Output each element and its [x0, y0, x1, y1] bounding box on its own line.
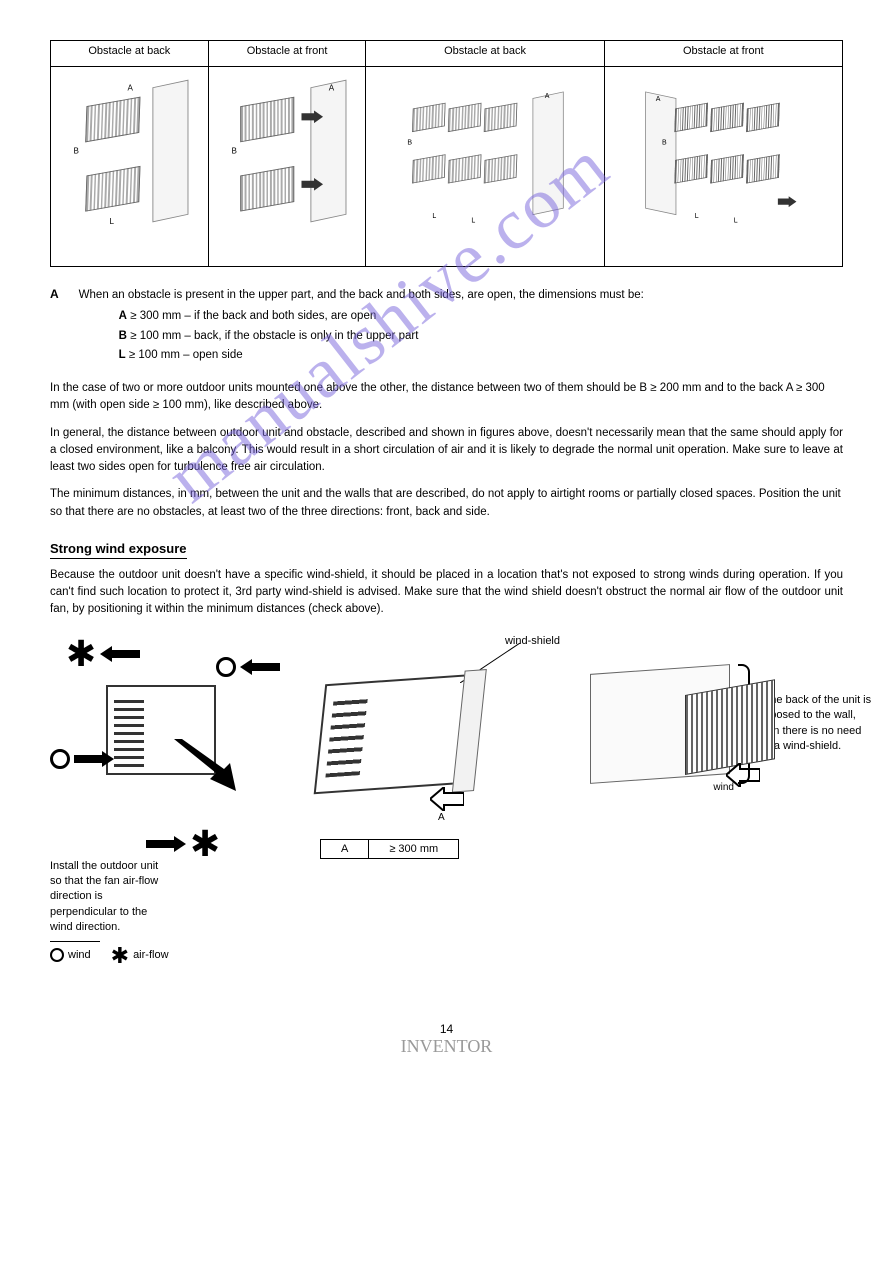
dim-label: L [110, 217, 115, 226]
dim-val: ≥ 100 mm – open side [129, 349, 243, 361]
body-text: In general, the distance between outdoor… [50, 425, 843, 477]
legend-label: wind [68, 949, 91, 961]
arrow-icon [301, 178, 323, 191]
body-text: When an obstacle is present in the upper… [79, 287, 843, 304]
arrow-icon [100, 646, 140, 662]
dim-label: B [662, 138, 667, 146]
wall-diagram: wind If the back of the unit is opposed … [590, 639, 878, 809]
wind-shield-diagram: wind-shield A [320, 639, 560, 829]
unit-icon [314, 673, 477, 793]
arrow-icon [146, 836, 186, 852]
circle-icon [50, 948, 64, 962]
dim-val: ≥ 300 mm – if the back and both sides, a… [130, 310, 376, 322]
table-diagram-cell: A L B [51, 67, 209, 267]
legend-label: wind [713, 782, 734, 793]
asterisk-icon: ✱ [66, 645, 96, 663]
dim-label: L [733, 216, 737, 224]
dim-label: B [231, 147, 236, 156]
wind-direction-diagram: ✱ ✱ [50, 639, 290, 859]
table-diagram-cell: A L L B [366, 67, 604, 267]
block-label: A [50, 287, 59, 366]
section-title: Strong wind exposure [50, 541, 843, 559]
dim-table: A≥ 300 mm [320, 839, 459, 859]
circle-icon [50, 749, 70, 769]
table-header: Obstacle at front [208, 41, 366, 67]
asterisk-icon: ✱ [190, 835, 220, 853]
airflow-arrow-icon [174, 739, 236, 791]
dim-label: L [694, 212, 698, 220]
legend-label: air-flow [133, 949, 168, 961]
dim-label: L [472, 216, 476, 224]
dim-val: ≥ 100 mm – back, if the obstacle is only… [130, 330, 418, 342]
asterisk-icon: ✱ [111, 950, 129, 961]
dim-key: L [119, 349, 126, 361]
body-text: The minimum distances, in mm, between th… [50, 486, 843, 521]
body-text: Because the outdoor unit doesn't have a … [50, 567, 843, 619]
table-diagram-cell: A L L B [604, 67, 842, 267]
arrow-icon [777, 196, 796, 207]
obstacle-table: Obstacle at back Obstacle at front Obsta… [50, 40, 843, 267]
dim-label: B [74, 147, 79, 156]
dim-key: A [321, 839, 369, 858]
brand-footer: INVENTOR [50, 1036, 843, 1057]
dim-label: B [408, 138, 413, 146]
dim-label: A [545, 92, 550, 100]
arrow-icon [301, 111, 323, 124]
table-diagram-cell: A B [208, 67, 366, 267]
unit-icon [685, 679, 775, 775]
dim-val: ≥ 300 mm [369, 839, 459, 858]
dim-label: A [438, 812, 445, 823]
callout-label: wind-shield [505, 635, 560, 647]
caption: If the back of the unit is opposed to th… [758, 693, 878, 755]
table-header: Obstacle at back [51, 41, 209, 67]
circle-icon [216, 657, 236, 677]
arrow-icon [240, 659, 280, 675]
dim-key: A [119, 310, 127, 322]
unit-icon [106, 685, 216, 775]
dim-label: A [328, 84, 333, 93]
dim-label: L [433, 212, 437, 220]
table-header: Obstacle at front [604, 41, 842, 67]
dim-label: A [128, 84, 133, 93]
page-number: 14 [50, 1022, 843, 1036]
dim-key: B [119, 330, 127, 342]
table-header: Obstacle at back [366, 41, 604, 67]
wind-arrow-icon [430, 787, 464, 811]
dim-label: A [655, 95, 660, 103]
caption: Install the outdoor unit so that the fan… [50, 859, 290, 936]
arrow-icon [74, 751, 114, 767]
body-text: In the case of two or more outdoor units… [50, 380, 843, 415]
